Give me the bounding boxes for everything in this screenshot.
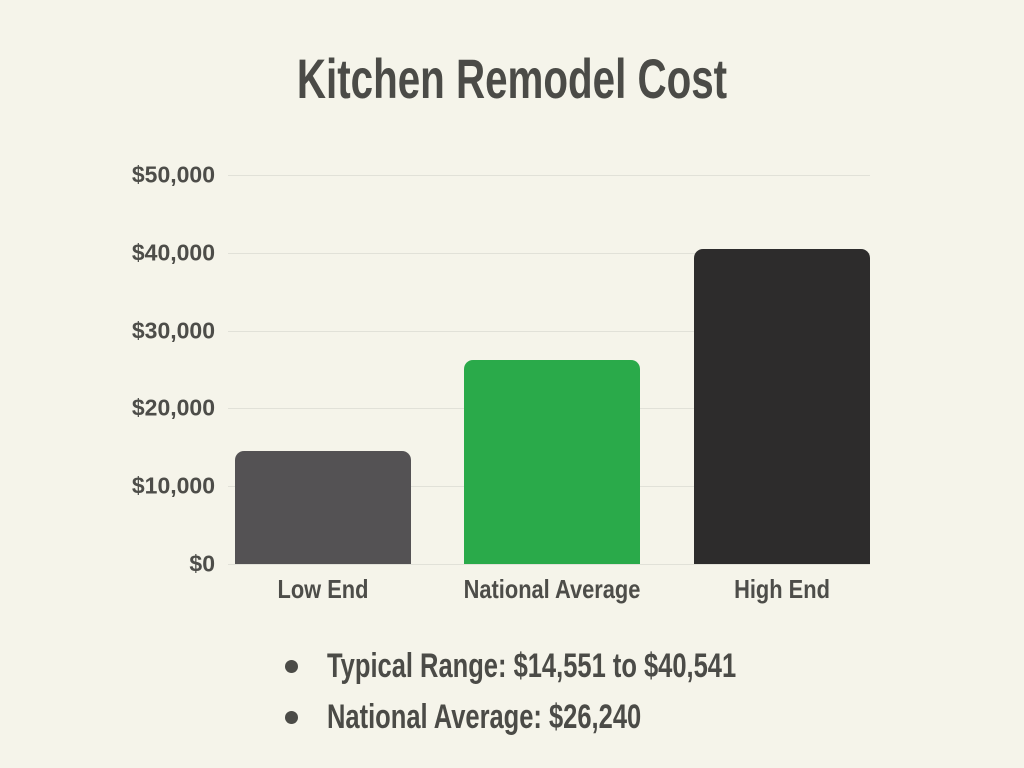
- notes-list: Typical Range: $14,551 to $40,541 Nationa…: [285, 641, 873, 743]
- y-axis-tick-label: $30,000: [131, 317, 215, 344]
- y-axis-tick-label: $50,000: [131, 161, 215, 188]
- x-axis-label-national-average: National Average: [463, 574, 640, 604]
- note-item: Typical Range: $14,551 to $40,541: [285, 641, 873, 692]
- gridline--0: [228, 564, 870, 565]
- bar-high-end: [693, 249, 870, 564]
- gridline--30-000: [228, 330, 870, 332]
- x-axis-label-high-end: High End: [733, 574, 830, 604]
- y-axis-tick-label: $40,000: [131, 239, 215, 266]
- y-axis-tick-label: $20,000: [131, 394, 215, 421]
- note-text: National Average: $26,240: [327, 698, 642, 736]
- bar-chart: $0 $10,000 $20,000 $30,000 $40,000 $50,000 Low…: [132, 162, 870, 604]
- gridline--50-000: [228, 175, 870, 176]
- y-axis-tick-label: $10,000: [131, 472, 215, 499]
- bullet-icon: [285, 711, 298, 724]
- gridline--40-000: [228, 252, 870, 254]
- note-item: National Average: $26,240: [285, 692, 873, 743]
- chart-title: Kitchen Remodel Cost: [296, 47, 728, 110]
- bullet-icon: [285, 660, 298, 673]
- bar-national-average: [463, 360, 640, 564]
- y-axis-tick-label: $0: [189, 550, 215, 577]
- bar-low-end: [234, 451, 411, 564]
- note-text: Typical Range: $14,551 to $40,541: [327, 647, 737, 685]
- x-axis-label-low-end: Low End: [276, 574, 368, 604]
